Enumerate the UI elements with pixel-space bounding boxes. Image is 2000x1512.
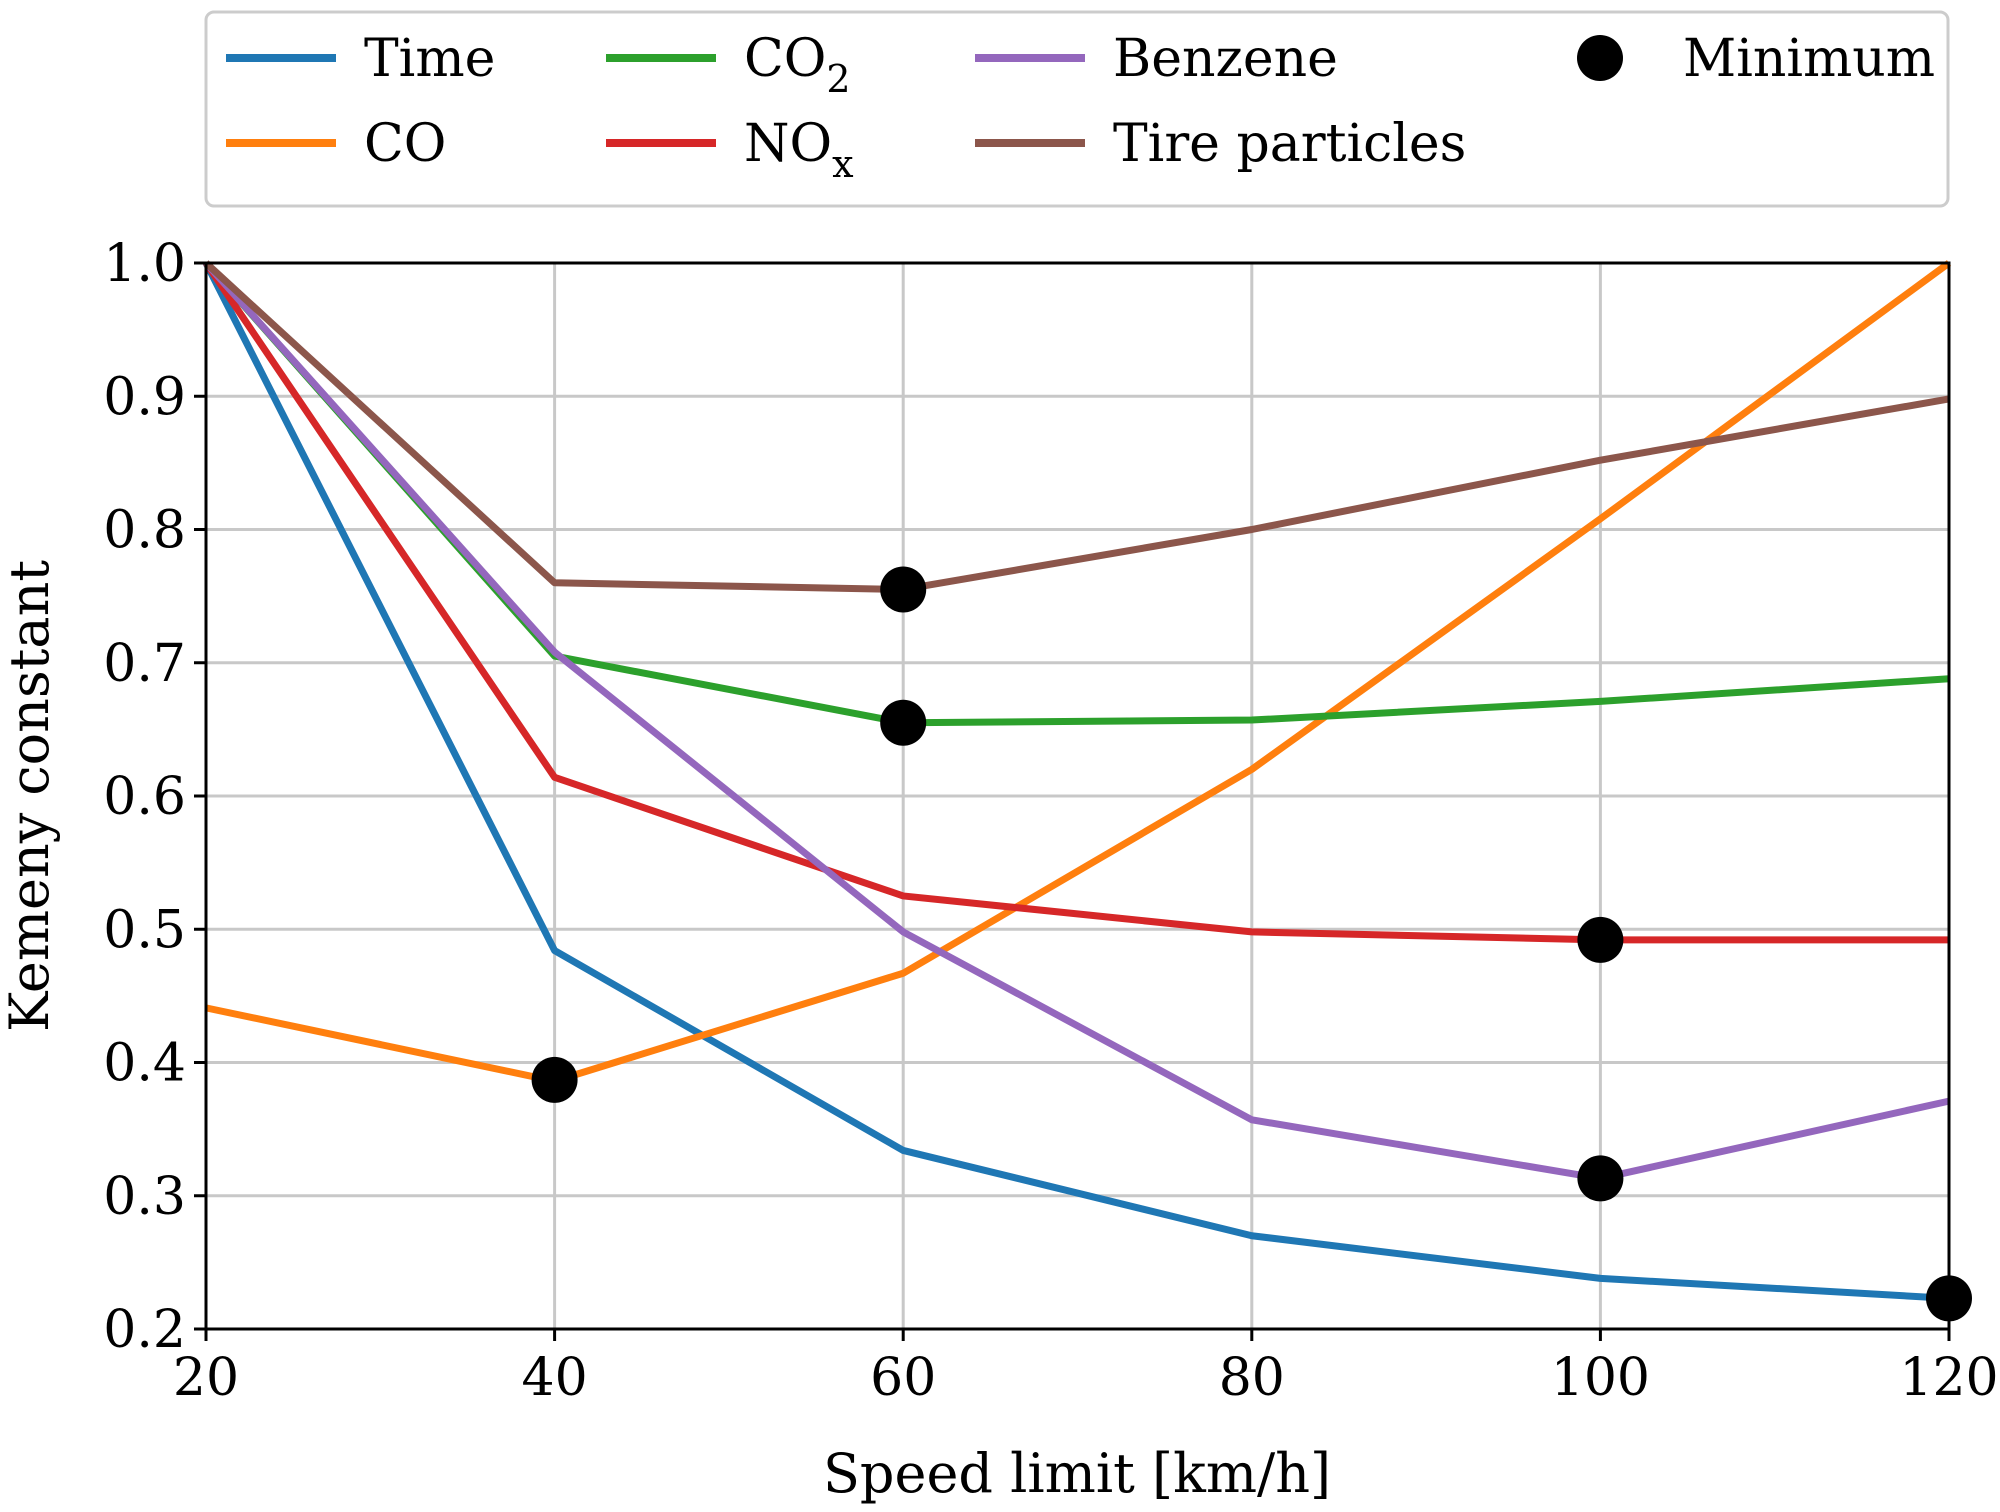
legend-entry: Time [226, 29, 495, 89]
y-tick-label: 0.2 [103, 1300, 186, 1360]
legend: Time CO CO2 NOx Benzene Tire particles Minimum [204, 10, 1950, 208]
legend-label-co2: CO2 [744, 29, 851, 101]
y-tick-label: 1.0 [103, 234, 186, 294]
y-axis-label: Kemeny constant [0, 560, 61, 1032]
x-axis-ticks: 20 40 60 80 100 120 [173, 1329, 1999, 1408]
x-tick-label: 40 [522, 1348, 588, 1408]
y-tick-label: 0.3 [103, 1167, 186, 1227]
minimum-marker-benzene [1577, 1155, 1624, 1202]
legend-label-nox: NOx [744, 114, 854, 186]
y-tick-label: 0.6 [103, 767, 186, 827]
x-tick-label: 100 [1551, 1348, 1650, 1408]
legend-label-minimum: Minimum [1683, 29, 1935, 89]
legend-entry: Tire particles [975, 114, 1466, 174]
y-tick-label: 0.9 [103, 367, 186, 427]
series-line-benzene [203, 260, 1950, 1182]
legend-entry: CO [226, 114, 446, 174]
minimum-marker-co [531, 1056, 578, 1103]
minimum-marker-tire-particles [880, 566, 927, 613]
minimum-marker-nox [1577, 916, 1624, 963]
legend-label-time: Time [364, 29, 495, 89]
x-tick-label: 80 [1219, 1348, 1285, 1408]
series-line-tire-particles [203, 260, 1950, 593]
minimum-marker-co2 [880, 699, 927, 746]
legend-entry: NOx [606, 114, 854, 186]
legend-swatch-minimum [1577, 35, 1623, 81]
y-tick-label: 0.8 [103, 501, 186, 561]
series-line-co [205, 260, 1952, 1085]
legend-label-tire-particles: Tire particles [1113, 114, 1466, 174]
series-lines [202, 260, 1952, 1302]
y-axis-ticks: 0.2 0.3 0.4 0.5 0.6 0.7 0.8 0.9 1.0 [103, 234, 206, 1360]
x-tick-label: 60 [870, 1348, 936, 1408]
x-tick-label: 120 [1899, 1348, 1998, 1408]
x-tick-label: 20 [173, 1348, 239, 1408]
legend-entry: Benzene [975, 29, 1338, 89]
x-axis-label: Speed limit [km/h] [823, 1442, 1331, 1505]
legend-label-benzene: Benzene [1113, 29, 1338, 89]
y-tick-label: 0.5 [103, 900, 186, 960]
y-tick-label: 0.4 [103, 1034, 186, 1094]
y-tick-label: 0.7 [103, 634, 186, 694]
legend-label-co: CO [364, 114, 446, 174]
series-line-time [202, 261, 1950, 1302]
series-line-nox [203, 261, 1949, 944]
legend-entry: Minimum [1577, 29, 1935, 89]
legend-entry: CO2 [606, 29, 851, 101]
